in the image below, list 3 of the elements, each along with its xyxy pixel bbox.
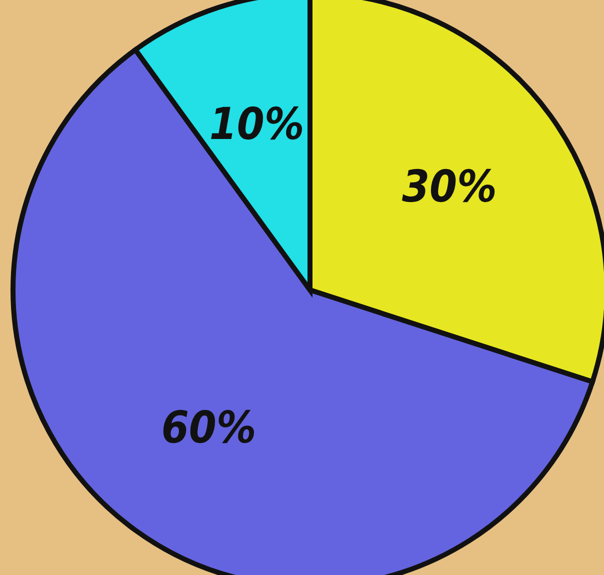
data-label: 30% [402, 162, 497, 213]
data-label: 60% [161, 402, 256, 454]
data-label: 10% [209, 99, 304, 150]
